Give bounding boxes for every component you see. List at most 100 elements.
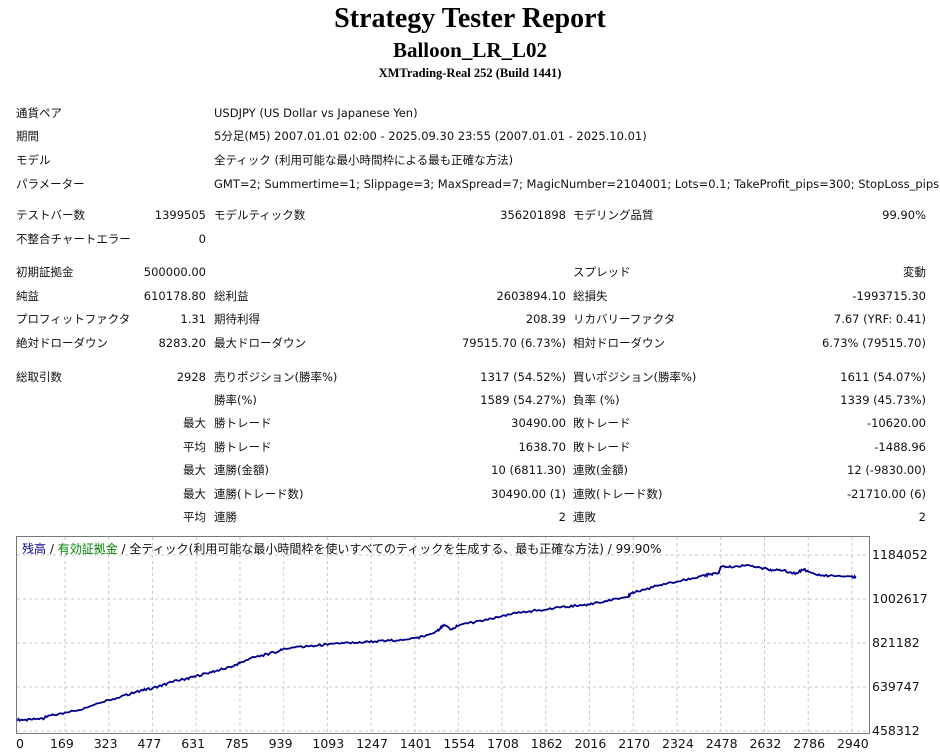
- avg-label: 平均: [183, 510, 206, 524]
- max-label: 最大: [183, 463, 206, 477]
- cons-win-money-label: 連勝(金額): [214, 463, 269, 477]
- gross-loss-value: -1993715.30: [852, 289, 926, 303]
- balance-chart-plot: [17, 537, 869, 733]
- mismatch-label: 不整合チャートエラー: [16, 232, 131, 246]
- max-win-label: 勝トレード: [214, 416, 272, 430]
- max-label: 最大: [183, 416, 206, 430]
- x-tick-label: 169: [49, 736, 74, 751]
- rel-dd-label: 相対ドローダウン: [573, 336, 665, 350]
- abs-dd-value: 8283.20: [158, 336, 206, 350]
- legend-balance: 残高: [22, 542, 47, 556]
- spread-value: 変動: [903, 265, 926, 279]
- period-value: 5分足(M5) 2007.01.01 02:00 - 2025.09.30 23…: [214, 129, 647, 143]
- lossrate-label: 負率 (%): [573, 393, 620, 407]
- gross-loss-label: 総損失: [573, 289, 608, 303]
- symbol-value: USDJPY (US Dollar vs Japanese Yen): [214, 106, 418, 120]
- long-label: 買いポジション(勝率%): [573, 370, 697, 384]
- params-label: パラメーター: [16, 177, 85, 191]
- gross-profit-value: 2603894.10: [496, 289, 566, 303]
- model-label: モデル: [16, 153, 51, 167]
- short-value: 1317 (54.52%): [480, 370, 566, 384]
- max-win-value: 30490.00: [511, 416, 566, 430]
- report-title: Strategy Tester Report: [334, 3, 606, 34]
- gross-profit-label: 総利益: [214, 289, 249, 303]
- chart-legend: 残高 / 有効証拠金 / 全ティック(利用可能な最小時間枠を使いすべてのティック…: [22, 540, 661, 557]
- y-tick-label: 458312: [872, 723, 920, 738]
- short-label: 売りポジション(勝率%): [214, 370, 338, 384]
- x-tick-label: 785: [224, 736, 249, 751]
- avg-win-value: 1638.70: [518, 440, 566, 454]
- trades-value: 2928: [176, 370, 206, 384]
- pf-label: プロフィットファクタ: [16, 312, 131, 326]
- winrate-value: 1589 (54.27%): [480, 393, 566, 407]
- y-tick-label: 821182: [872, 635, 920, 650]
- quality-value: 99.90%: [882, 208, 926, 222]
- deposit-label: 初期証拠金: [16, 265, 74, 279]
- params-value: GMT=2; Summertime=1; Slippage=3; MaxSpre…: [214, 177, 940, 191]
- x-tick-label: 631: [181, 736, 206, 751]
- avg-loss-label: 敗トレード: [573, 440, 631, 454]
- quality-label: モデリング品質: [573, 208, 654, 222]
- avg-loss-value: -1488.96: [874, 440, 926, 454]
- x-tick-label: 1093: [312, 736, 345, 751]
- x-tick-label: 2632: [749, 736, 782, 751]
- avg-label: 平均: [183, 440, 206, 454]
- pf-value: 1.31: [180, 312, 206, 326]
- legend-equity: 有効証拠金: [57, 542, 118, 556]
- avg-cons-loss-value: 2: [918, 510, 926, 524]
- x-tick-label: 477: [137, 736, 162, 751]
- x-tick-label: 2170: [618, 736, 651, 751]
- x-tick-label: 323: [93, 736, 118, 751]
- cons-win-count-label: 連勝(トレード数): [214, 487, 304, 501]
- x-tick-label: 2478: [705, 736, 738, 751]
- x-tick-label: 1247: [356, 736, 388, 751]
- x-tick-label: 2786: [793, 736, 826, 751]
- x-tick-label: 2324: [662, 736, 694, 751]
- x-tick-label: 1708: [487, 736, 519, 751]
- ea-name: Balloon_LR_L02: [392, 38, 548, 62]
- x-tick-label: 2940: [836, 736, 869, 751]
- cons-loss-money-value: 12 (-9830.00): [847, 463, 926, 477]
- winrate-label: 勝率(%): [214, 393, 257, 407]
- y-tick-label: 639747: [872, 679, 920, 694]
- cons-loss-money-label: 連敗(金額): [573, 463, 628, 477]
- avg-cons-loss-label: 連敗: [573, 510, 596, 524]
- symbol-label: 通貨ペア: [16, 106, 62, 120]
- cons-loss-count-value: -21710.00 (6): [847, 487, 926, 501]
- x-tick-label: 2016: [574, 736, 607, 751]
- spread-label: スプレッド: [573, 265, 631, 279]
- x-tick-label: 1401: [399, 736, 432, 751]
- bars-label: テストバー数: [16, 208, 85, 222]
- server-info: XMTrading-Real 252 (Build 1441): [378, 66, 562, 80]
- period-label: 期間: [16, 129, 39, 143]
- long-value: 1611 (54.07%): [840, 370, 926, 384]
- bars-value: 1399505: [154, 208, 206, 222]
- net-value: 610178.80: [143, 289, 206, 303]
- recovery-label: リカバリーファクタ: [573, 312, 676, 326]
- cons-win-money-value: 10 (6811.30): [491, 463, 566, 477]
- cons-loss-count-label: 連敗(トレード数): [573, 487, 663, 501]
- y-tick-label: 1002617: [872, 591, 928, 606]
- balance-chart: 残高 / 有効証拠金 / 全ティック(利用可能な最小時間枠を使いすべてのティック…: [16, 536, 870, 734]
- max-label: 最大: [183, 487, 206, 501]
- trades-label: 総取引数: [16, 370, 62, 384]
- y-tick-label: 1184052: [872, 547, 928, 562]
- model-value: 全ティック (利用可能な最小時間枠による最も正確な方法): [214, 153, 514, 167]
- legend-separator: /: [46, 542, 58, 556]
- avg-cons-win-value: 2: [558, 510, 566, 524]
- legend-description: / 全ティック(利用可能な最小時間枠を使いすべてのティックを生成する、最も正確な…: [117, 542, 662, 556]
- expected-value: 208.39: [525, 312, 566, 326]
- deposit-value: 500000.00: [143, 265, 206, 279]
- max-dd-label: 最大ドローダウン: [214, 336, 306, 350]
- net-label: 純益: [16, 289, 39, 303]
- cons-win-count-value: 30490.00 (1): [491, 487, 566, 501]
- ticks-label: モデルティック数: [214, 208, 306, 222]
- lossrate-value: 1339 (45.73%): [840, 393, 926, 407]
- max-loss-label: 敗トレード: [573, 416, 631, 430]
- max-dd-value: 79515.70 (6.73%): [461, 336, 566, 350]
- avg-win-label: 勝トレード: [214, 440, 272, 454]
- avg-cons-win-label: 連勝: [214, 510, 237, 524]
- rel-dd-value: 6.73% (79515.70): [821, 336, 926, 350]
- x-tick-label: 1862: [530, 736, 563, 751]
- max-loss-value: -10620.00: [866, 416, 926, 430]
